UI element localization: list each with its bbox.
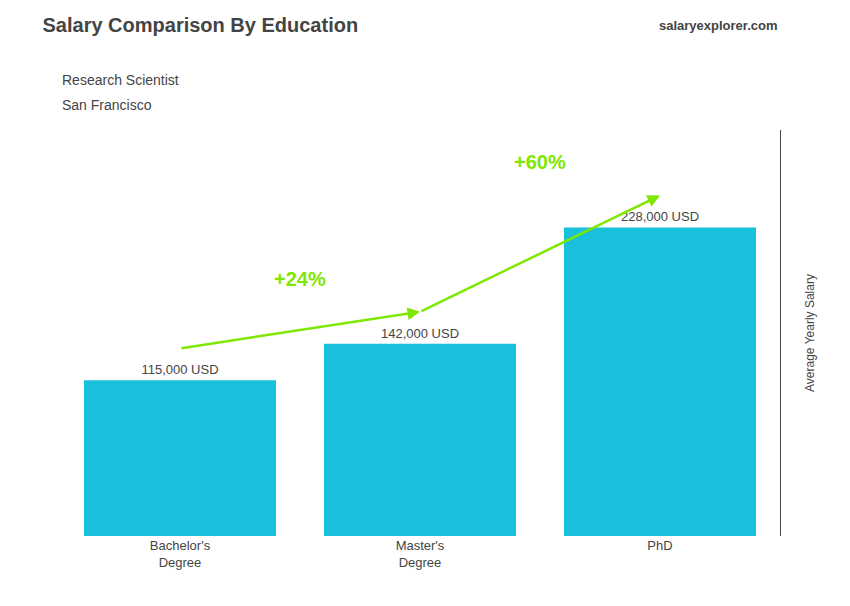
svg-text:115,000 USD: 115,000 USD — [141, 362, 218, 377]
svg-text:142,000 USD: 142,000 USD — [381, 326, 459, 341]
svg-text:salaryexplorer.com: salaryexplorer.com — [659, 18, 778, 33]
svg-text:Bachelor'sDegree: Bachelor'sDegree — [150, 538, 211, 570]
svg-text:Master'sDegree: Master'sDegree — [396, 538, 445, 570]
svg-text:Research Scientist: Research Scientist — [62, 72, 179, 88]
svg-text:+24%: +24% — [274, 268, 326, 290]
svg-text:Average Yearly Salary: Average Yearly Salary — [803, 274, 817, 392]
svg-text:+60%: +60% — [514, 151, 566, 173]
svg-text:San Francisco: San Francisco — [62, 97, 152, 113]
svg-text:Salary Comparison By Education: Salary Comparison By Education — [43, 14, 359, 36]
svg-text:228,000 USD: 228,000 USD — [621, 209, 699, 224]
svg-text:PhD: PhD — [647, 538, 672, 553]
